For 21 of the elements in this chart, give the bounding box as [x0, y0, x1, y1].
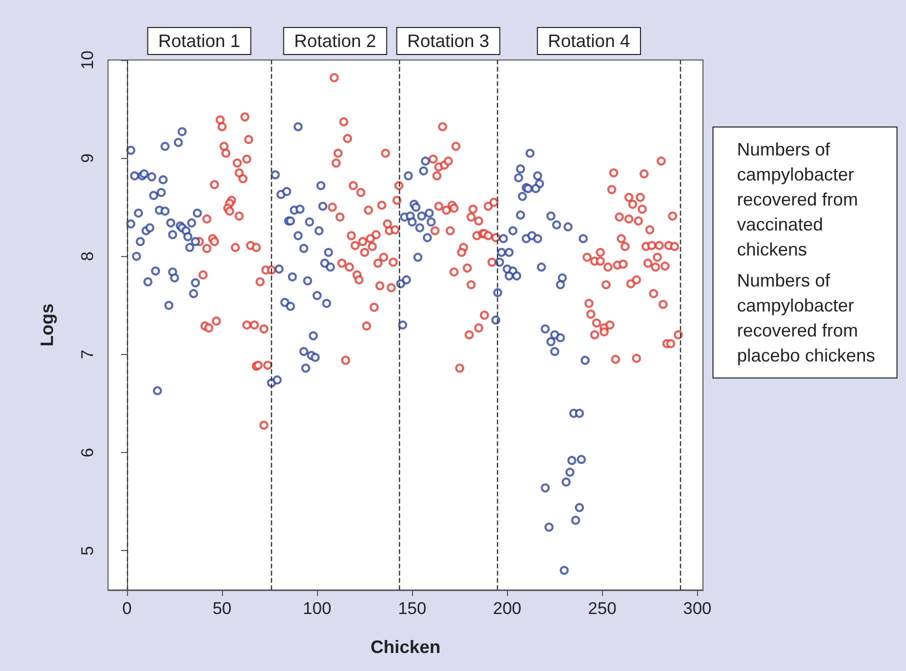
- x-tick-label: 0: [122, 599, 132, 618]
- text: Numbers of campylobacter recovered from placebo chickens: [737, 270, 876, 366]
- text: Rotation 4: [548, 31, 630, 51]
- x-tick-label: 50: [212, 599, 232, 618]
- text: Numbers of campylobacter recovered from vaccinated chickens: [737, 140, 864, 260]
- y-tick-label: 8: [78, 252, 97, 262]
- x-tick-label: 250: [588, 599, 616, 618]
- x-tick-label: 200: [493, 599, 522, 618]
- y-axis-title: Logs: [37, 304, 57, 346]
- y-tick-label: 5: [78, 546, 97, 556]
- text: Rotation 2: [294, 31, 376, 51]
- x-tick-label: 100: [302, 599, 332, 618]
- x-axis-title: Chicken: [370, 637, 441, 657]
- y-tick-label: 6: [78, 448, 97, 458]
- y-tick-label: 10: [78, 50, 97, 70]
- y-tick-label: 9: [78, 153, 97, 163]
- x-tick-label: 150: [398, 599, 426, 618]
- x-tick-label: 300: [683, 599, 712, 618]
- y-tick-label: 7: [78, 350, 97, 360]
- text: Rotation 1: [158, 31, 240, 51]
- text: Rotation 3: [407, 31, 490, 51]
